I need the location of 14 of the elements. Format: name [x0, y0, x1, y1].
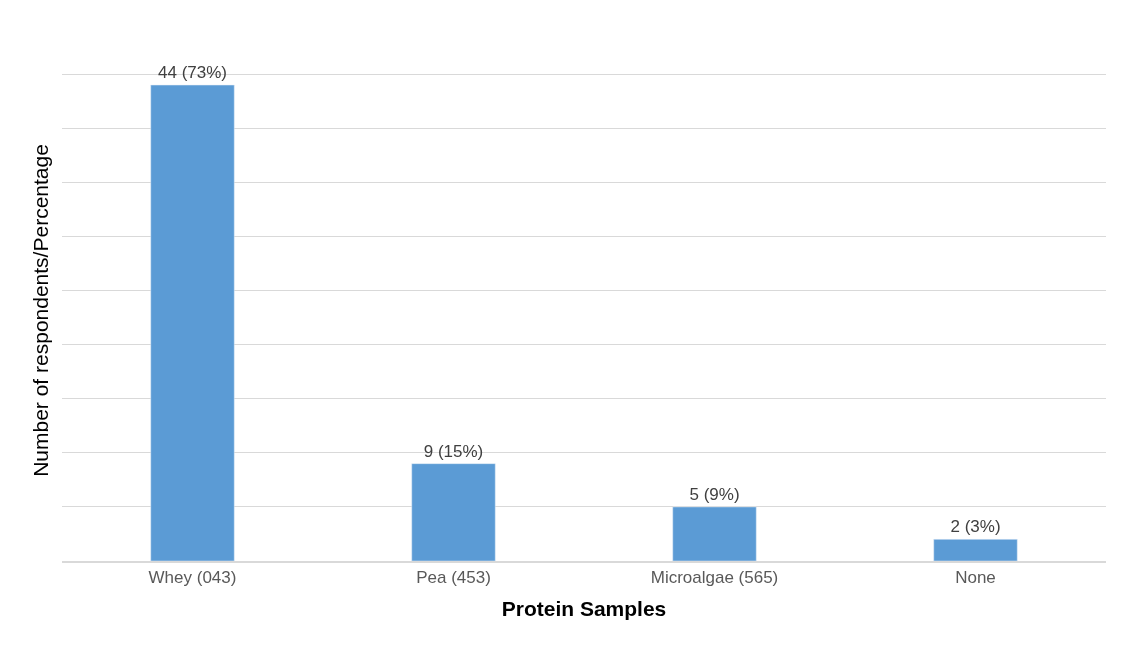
bar [672, 506, 757, 561]
x-tick-label: None [955, 568, 996, 588]
data-label: 2 (3%) [950, 517, 1001, 537]
bar [150, 84, 235, 561]
bar [933, 539, 1018, 561]
data-label: 5 (9%) [689, 484, 740, 504]
data-label: 9 (15%) [423, 441, 484, 461]
x-tick-label: Microalgae (565) [650, 568, 779, 588]
data-label: 44 (73%) [158, 63, 227, 83]
x-tick-label: Pea (453) [416, 568, 491, 588]
x-axis-title: Protein Samples [501, 596, 667, 620]
y-axis-title: Number of respondents/Percentage [29, 144, 53, 477]
bar [411, 463, 496, 561]
x-tick-label: Whey (043) [148, 568, 237, 588]
